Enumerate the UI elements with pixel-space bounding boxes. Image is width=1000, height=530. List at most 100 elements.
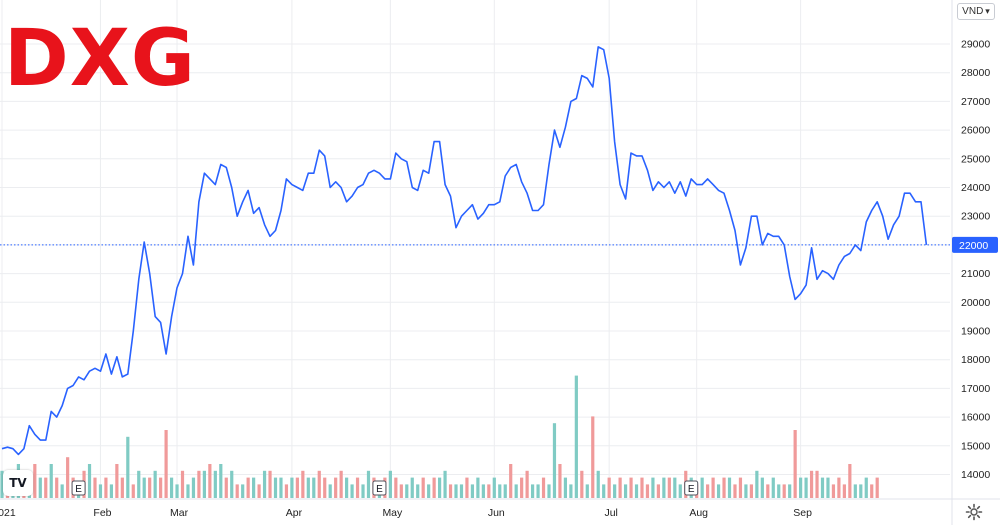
- y-tick-label: 28000: [961, 67, 990, 79]
- volume-bar: [180, 470, 185, 498]
- volume-bar: [870, 484, 874, 498]
- volume-bar: [607, 477, 611, 498]
- volume-bars: [0, 375, 879, 498]
- y-tick-label: 21000: [961, 268, 990, 280]
- chevron-down-icon: ▾: [985, 6, 990, 16]
- x-tick-label: Jul: [604, 507, 617, 519]
- volume-bar: [235, 484, 239, 498]
- volume-bar: [268, 470, 272, 498]
- volume-bar: [38, 477, 42, 498]
- tradingview-logo-icon: TV: [9, 476, 27, 490]
- volume-bar: [766, 484, 770, 498]
- last-price-badge: [952, 236, 998, 253]
- volume-bar: [853, 484, 857, 498]
- volume-bar: [257, 484, 261, 498]
- volume-bar: [864, 477, 868, 498]
- volume-bar: [153, 470, 157, 498]
- volume-bar: [799, 477, 803, 498]
- volume-bar: [438, 477, 442, 498]
- volume-bar: [530, 484, 535, 498]
- volume-bar: [563, 477, 568, 498]
- volume-bar: [727, 477, 732, 498]
- volume-bar: [126, 436, 130, 498]
- volume-bar: [749, 484, 753, 498]
- currency-selector[interactable]: VND ▾: [957, 3, 995, 20]
- volume-bar: [755, 470, 759, 498]
- volume-bar: [809, 470, 814, 498]
- volume-bar: [252, 477, 256, 498]
- volume-bar: [760, 477, 764, 498]
- volume-bar: [706, 484, 710, 498]
- volume-bar: [345, 477, 349, 498]
- volume-bar: [405, 484, 409, 498]
- volume-bar: [634, 484, 639, 498]
- volume-bar: [334, 477, 338, 498]
- volume-bar: [875, 477, 879, 498]
- x-tick-label: Feb: [93, 507, 111, 519]
- volume-bar: [301, 470, 305, 498]
- volume-bar: [427, 484, 431, 498]
- volume-bar: [481, 484, 485, 498]
- y-tick-label: 14000: [961, 469, 990, 481]
- x-tick-label: 2021: [0, 507, 16, 519]
- tradingview-logo[interactable]: TV: [3, 470, 33, 496]
- y-tick-label: 16000: [961, 412, 990, 424]
- volume-bar: [432, 477, 436, 498]
- volume-bar: [536, 484, 540, 498]
- y-tick-label: 25000: [961, 153, 990, 165]
- gear-icon[interactable]: [965, 503, 983, 521]
- x-tick-label: Sep: [793, 507, 812, 519]
- volume-bar: [60, 484, 64, 498]
- volume-bar: [585, 484, 589, 498]
- volume-bar: [241, 484, 245, 498]
- volume-bar: [629, 477, 633, 498]
- volume-bar: [733, 484, 737, 498]
- volume-bar: [465, 477, 469, 498]
- volume-bar: [476, 477, 480, 498]
- volume-bar: [552, 423, 557, 498]
- volume-bar: [186, 484, 190, 498]
- volume-bar: [645, 484, 650, 498]
- volume-bar: [388, 470, 392, 498]
- volume-bar: [87, 464, 92, 498]
- volume-bar: [613, 484, 617, 498]
- volume-bar: [361, 484, 365, 498]
- volume-bar: [0, 470, 4, 498]
- volume-bar: [711, 477, 715, 498]
- ticker-symbol: DXG: [4, 14, 196, 104]
- earnings-marker-box: [71, 480, 86, 496]
- volume-bar: [848, 464, 852, 498]
- y-axis: 14000 15000 16000 17000 18000 19000 20000 21000…: [952, 39, 998, 481]
- volume-bar: [771, 477, 775, 498]
- volume-bar: [312, 477, 316, 498]
- volume-bar: [159, 477, 163, 498]
- volume-bar: [148, 477, 152, 498]
- price-series-line: [1, 46, 928, 456]
- volume-bar: [618, 477, 622, 498]
- volume-bar: [580, 470, 584, 498]
- earnings-marker-box: [372, 480, 387, 496]
- earnings-marker-label: E: [75, 484, 82, 495]
- volume-bar: [416, 484, 420, 498]
- volume-bar: [44, 477, 48, 498]
- volume-bar: [208, 464, 212, 498]
- volume-bar: [525, 470, 529, 498]
- volume-bar: [788, 484, 792, 498]
- volume-bar: [443, 470, 447, 498]
- volume-bar: [109, 484, 113, 498]
- volume-bar: [826, 477, 830, 498]
- volume-bar: [197, 470, 201, 498]
- volume-bar: [454, 484, 458, 498]
- volume-bar: [164, 430, 168, 498]
- volume-bar: [640, 477, 644, 498]
- x-tick-label: Aug: [689, 507, 708, 519]
- volume-bar: [837, 477, 841, 498]
- volume-bar: [574, 375, 578, 498]
- volume-bar: [804, 477, 808, 498]
- earnings-marker-label: E: [376, 484, 383, 495]
- volume-bar: [230, 470, 234, 498]
- volume-bar: [673, 477, 677, 498]
- volume-bar: [120, 477, 124, 498]
